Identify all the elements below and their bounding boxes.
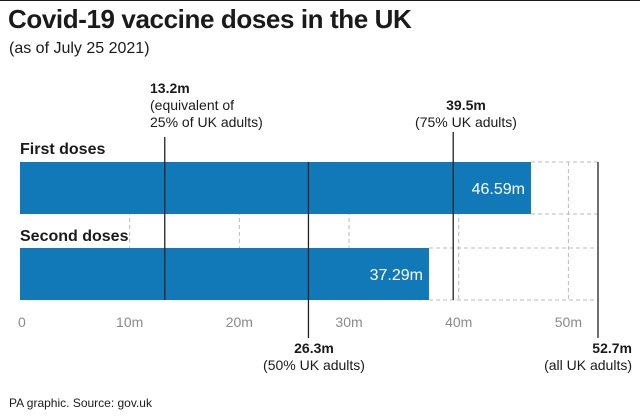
top-rule (0, 0, 640, 1)
x-tick-label-1: 10m (116, 314, 143, 330)
annotation-25pct-value: 13.2m (150, 80, 190, 96)
bar-value-label-first-doses: 46.59m (472, 181, 525, 198)
annotation-50pct: 26.3m (50% UK adults) (256, 340, 372, 374)
annotation-100pct-value: 52.7m (592, 340, 632, 356)
annotation-50pct-line1: (50% UK adults) (263, 357, 365, 373)
annotation-25pct-line1: (equivalent of (150, 97, 235, 113)
x-tick-label-4: 40m (445, 314, 472, 330)
series-label-first-doses: First doses (20, 141, 106, 158)
x-tick-label-3: 30m (335, 314, 362, 330)
annotation-75pct-line1: (75% UK adults) (415, 114, 517, 130)
annotation-25pct-line2: 25% of UK adults) (150, 114, 263, 130)
annotation-100pct: 52.7m (all UK adults) (520, 340, 632, 374)
chart-subtitle: (as of July 25 2021) (9, 40, 150, 57)
x-tick-label-0: 0 (18, 314, 26, 330)
annotation-25pct: 13.2m (equivalent of 25% of UK adults) (150, 80, 263, 131)
bar-second-doses (20, 248, 429, 300)
bar-first-doses (20, 162, 531, 214)
annotation-50pct-value: 26.3m (294, 340, 334, 356)
series-label-second-doses: Second doses (20, 228, 129, 245)
annotation-100pct-line1: (all UK adults) (544, 357, 632, 373)
bar-value-label-second-doses: 37.29m (370, 267, 423, 284)
x-tick-label-2: 20m (226, 314, 253, 330)
annotation-75pct: 39.5m (75% UK adults) (408, 97, 524, 131)
chart-title: Covid-19 vaccine doses in the UK (8, 4, 412, 34)
x-tick-label-5: 50m (555, 314, 582, 330)
source-note: PA graphic. Source: gov.uk (9, 396, 152, 410)
annotation-75pct-value: 39.5m (446, 97, 486, 113)
